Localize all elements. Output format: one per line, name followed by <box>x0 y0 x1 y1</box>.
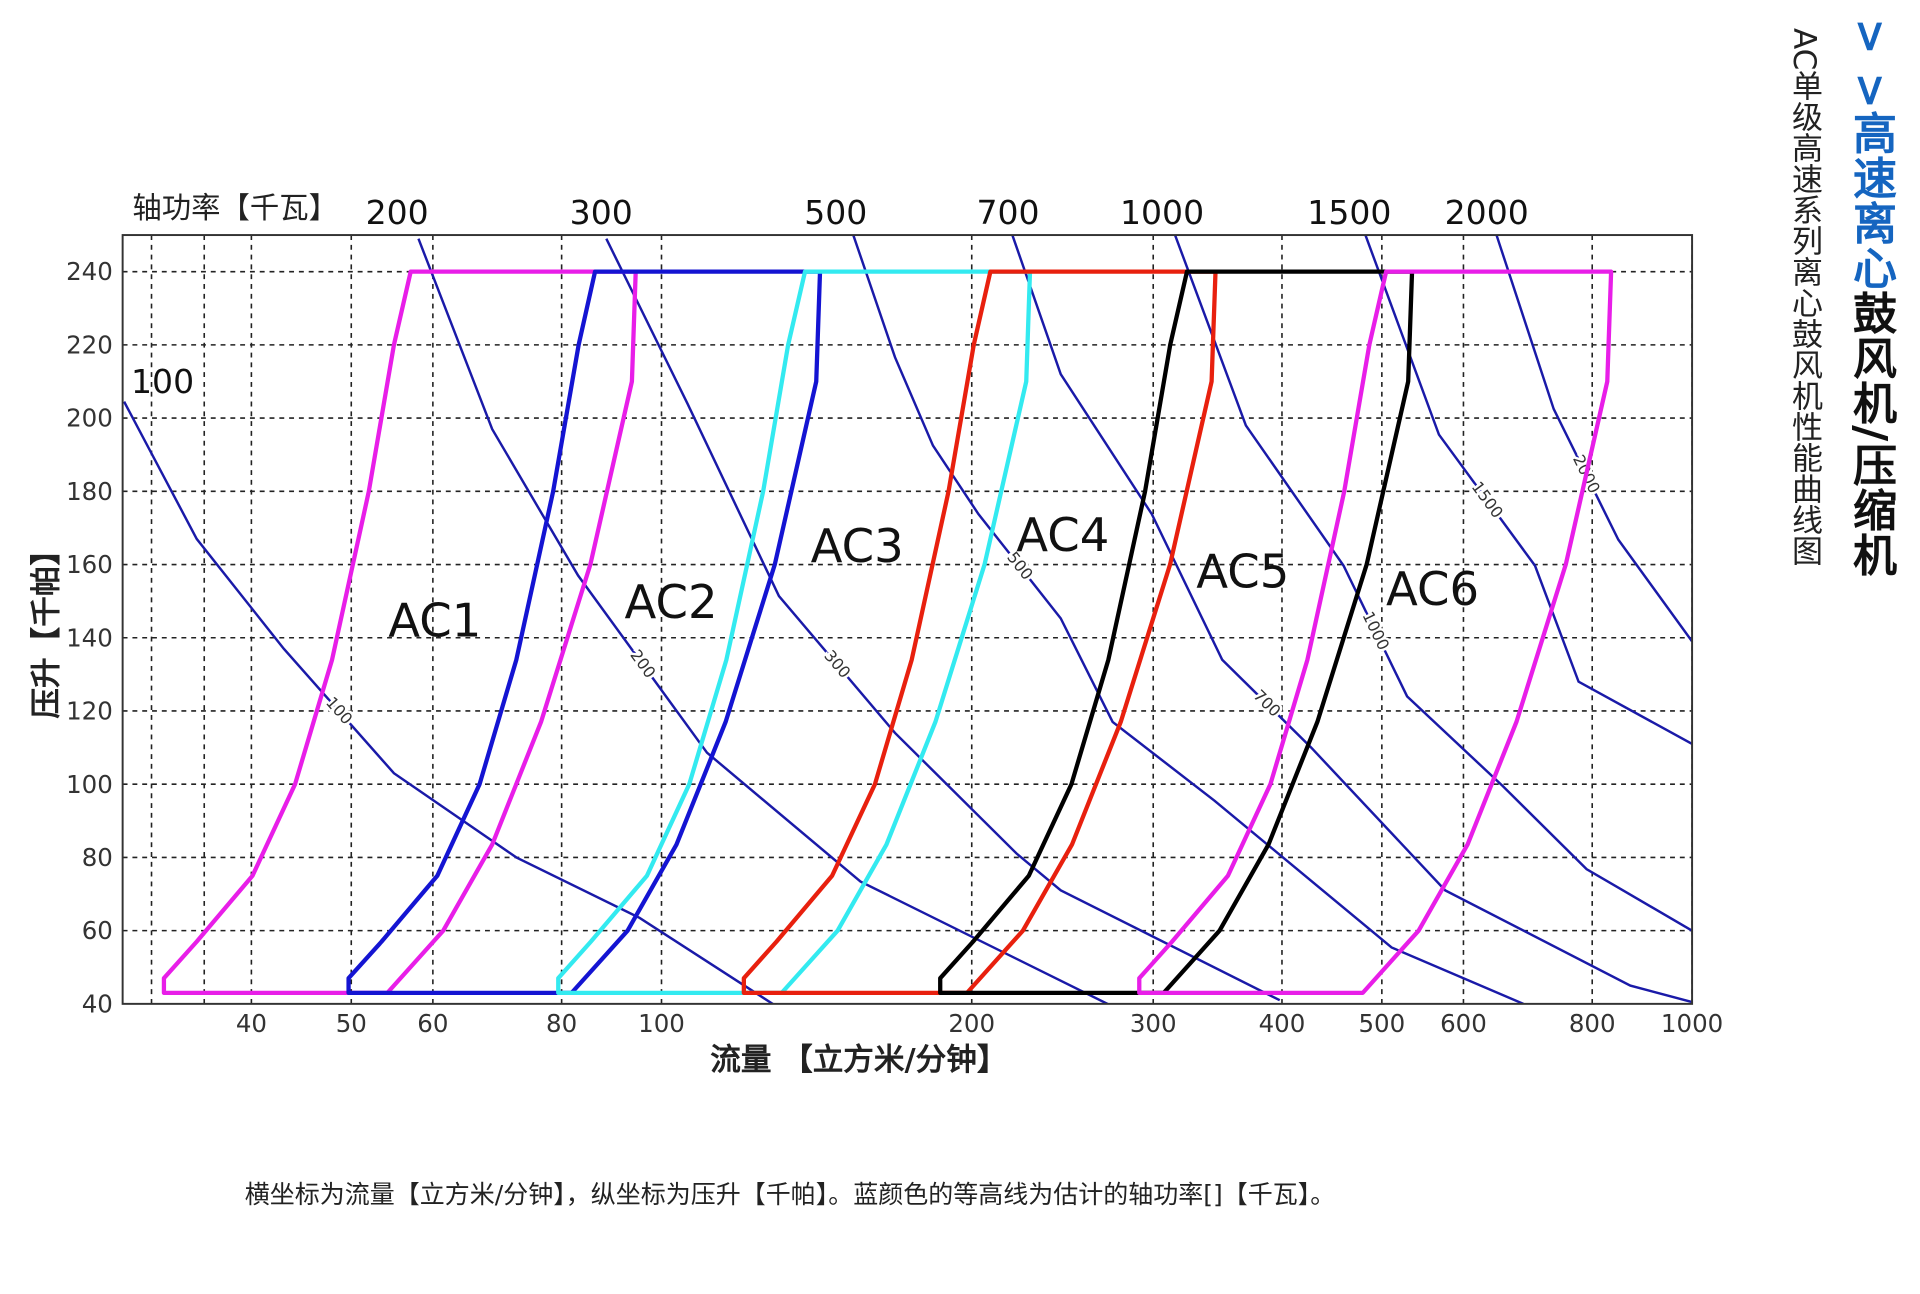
y-tick-label: 80 <box>82 843 113 872</box>
top-axis-label: 轴功率【千瓦】 <box>132 191 338 225</box>
power-contour-label: 200 <box>626 646 659 682</box>
x-tick-label: 60 <box>417 1009 448 1038</box>
envelope-ac5 <box>938 269 1415 996</box>
y-tick-label: 120 <box>66 697 113 726</box>
title-blue-part: > >高速离心 <box>1845 18 1896 291</box>
envelope-ac2 <box>346 269 823 996</box>
y-tick-label: 240 <box>66 257 113 286</box>
top-axis-tick-label: 1500 <box>1307 193 1391 232</box>
power-contour-line <box>852 235 1524 1004</box>
top-axis-tick-label: 1000 <box>1120 193 1204 232</box>
x-tick-label: 300 <box>1130 1009 1177 1038</box>
page-subtitle: AC单级高速系列离心鼓风机性能曲线图 <box>1786 28 1822 567</box>
x-tick-label: 1000 <box>1661 1009 1723 1038</box>
page-title: > >高速离心鼓风机/压缩机 <box>1838 18 1902 577</box>
power-contour-line <box>1364 235 1693 746</box>
y-axis-label: 压升【千帕】 <box>30 535 65 719</box>
y-tick-label: 140 <box>66 623 113 652</box>
axis-ticks: 40 60 80 100 120 140 160 180 200 220 240 40 50 60 80 10… <box>66 193 1723 1038</box>
envelope-ac6 <box>1137 269 1614 996</box>
y-tick-label: 200 <box>66 404 113 433</box>
y-tick-label: 40 <box>82 989 113 1018</box>
top-axis-tick-label: 200 <box>366 193 429 232</box>
x-tick-label: 100 <box>638 1009 685 1038</box>
power-contour-line <box>417 238 1111 1004</box>
grid <box>122 235 1693 1004</box>
envelope-label: AC6 <box>1386 562 1479 616</box>
envelope-label: AC1 <box>388 594 481 648</box>
x-tick-label: 80 <box>546 1009 577 1038</box>
x-tick-label: 800 <box>1569 1009 1616 1038</box>
y-tick-label: 100 <box>66 770 113 799</box>
y-tick-label: 160 <box>66 550 113 579</box>
top-axis-tick-label: 100 <box>131 362 194 401</box>
envelope-label: AC2 <box>625 575 718 629</box>
x-tick-label: 200 <box>948 1009 995 1038</box>
y-tick-label: 60 <box>82 916 113 945</box>
envelope-ac4 <box>741 269 1218 996</box>
x-tick-label: 600 <box>1440 1009 1487 1038</box>
envelope-label: AC3 <box>811 519 904 573</box>
power-contour-line <box>605 238 1281 1002</box>
power-contour-line <box>1173 235 1693 932</box>
y-tick-label: 180 <box>66 477 113 506</box>
top-axis-tick-label: 700 <box>977 193 1040 232</box>
power-contour-label: 1500 <box>1468 478 1507 522</box>
envelope-ac3 <box>556 269 1033 996</box>
blower-envelopes: AC1 AC2 AC3 AC4 AC5 AC6 <box>161 269 1614 996</box>
top-axis-tick-label: 2000 <box>1445 193 1529 232</box>
x-tick-label: 50 <box>336 1009 367 1038</box>
title-black-part: 鼓风机/压缩机 <box>1845 290 1896 578</box>
envelope-ac1 <box>161 269 638 996</box>
power-contour-line <box>123 401 775 1004</box>
x-tick-label: 500 <box>1358 1009 1405 1038</box>
chart-caption: 横坐标为流量【立方米/分钟】，纵坐标为压升【千帕】。蓝颜色的等高线为估计的轴功率… <box>244 1180 1336 1209</box>
x-axis-label: 流量 【立方米/分钟】 <box>710 1042 1007 1078</box>
top-axis-tick-label: 300 <box>570 193 633 232</box>
x-tick-label: 40 <box>236 1009 267 1038</box>
x-tick-label: 400 <box>1259 1009 1306 1038</box>
top-axis-tick-label: 500 <box>804 193 867 232</box>
envelope-label: AC5 <box>1196 545 1289 599</box>
plot-frame <box>121 234 1694 1005</box>
y-tick-label: 220 <box>66 330 113 359</box>
power-contour-line <box>1011 235 1693 1004</box>
envelope-label: AC4 <box>1016 508 1109 562</box>
